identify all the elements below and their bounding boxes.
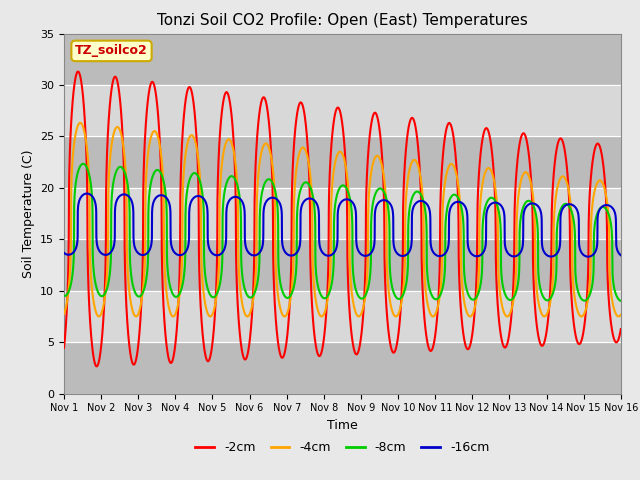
-8cm — [179, 278, 187, 284]
Text: TZ_soilco2: TZ_soilco2 — [75, 44, 148, 58]
Line: -4cm: -4cm — [64, 123, 621, 316]
Bar — [64, 291, 621, 342]
-2cm — [269, 187, 276, 192]
Legend: -2cm, -4cm, -8cm, -16cm: -2cm, -4cm, -8cm, -16cm — [191, 436, 494, 459]
-16cm — [179, 252, 187, 257]
Bar — [64, 342, 621, 394]
-16cm — [499, 204, 506, 210]
-4cm — [419, 206, 427, 212]
-2cm — [615, 335, 623, 341]
-8cm — [79, 161, 87, 167]
-4cm — [179, 179, 187, 184]
-4cm — [269, 163, 276, 168]
-2cm — [60, 345, 68, 351]
X-axis label: Time: Time — [327, 419, 358, 432]
-8cm — [269, 180, 276, 186]
-2cm — [499, 340, 506, 346]
-8cm — [419, 198, 427, 204]
-2cm — [179, 121, 187, 127]
-16cm — [269, 195, 276, 201]
-16cm — [617, 252, 625, 258]
-16cm — [83, 191, 91, 196]
-2cm — [173, 318, 181, 324]
-2cm — [617, 326, 625, 332]
Bar — [64, 85, 621, 136]
-8cm — [499, 280, 506, 286]
-4cm — [76, 120, 84, 126]
Line: -8cm: -8cm — [64, 164, 621, 301]
-4cm — [615, 313, 623, 319]
-4cm — [60, 311, 68, 317]
-8cm — [173, 294, 181, 300]
Title: Tonzi Soil CO2 Profile: Open (East) Temperatures: Tonzi Soil CO2 Profile: Open (East) Temp… — [157, 13, 528, 28]
-16cm — [173, 252, 181, 257]
-2cm — [93, 363, 100, 369]
-16cm — [419, 199, 427, 204]
Line: -16cm: -16cm — [64, 193, 621, 257]
-16cm — [60, 250, 68, 256]
-8cm — [615, 297, 623, 302]
Line: -2cm: -2cm — [64, 72, 621, 366]
-4cm — [617, 312, 625, 318]
-8cm — [617, 298, 625, 304]
-2cm — [420, 301, 428, 307]
-4cm — [499, 304, 506, 310]
-16cm — [615, 251, 623, 256]
Bar — [64, 34, 621, 85]
Bar — [64, 136, 621, 188]
-4cm — [615, 313, 623, 319]
Y-axis label: Soil Temperature (C): Soil Temperature (C) — [22, 149, 35, 278]
Bar — [64, 188, 621, 240]
-8cm — [60, 293, 68, 299]
-4cm — [173, 305, 181, 311]
Bar — [64, 240, 621, 291]
-16cm — [584, 254, 592, 260]
-2cm — [74, 69, 82, 74]
